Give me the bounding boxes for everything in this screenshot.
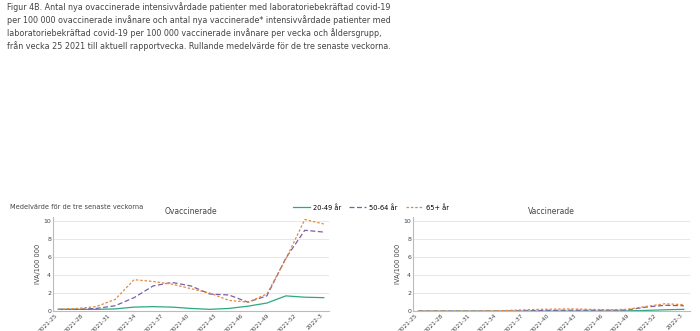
Text: Medelvärde för de tre senaste veckorna: Medelvärde för de tre senaste veckorna: [10, 204, 144, 210]
Text: Figur 4B. Antal nya ovaccinerade intensivvårdade patienter med laboratoriebekräf: Figur 4B. Antal nya ovaccinerade intensi…: [7, 2, 391, 51]
Legend: 20-49 år, 50-64 år, 65+ år: 20-49 år, 50-64 år, 65+ år: [290, 202, 452, 213]
Title: Ovaccinerade: Ovaccinerade: [164, 207, 217, 216]
Y-axis label: IVA/100 000: IVA/100 000: [34, 244, 41, 284]
Title: Vaccinerade: Vaccinerade: [528, 207, 575, 216]
Y-axis label: IVA/100 000: IVA/100 000: [395, 244, 400, 284]
